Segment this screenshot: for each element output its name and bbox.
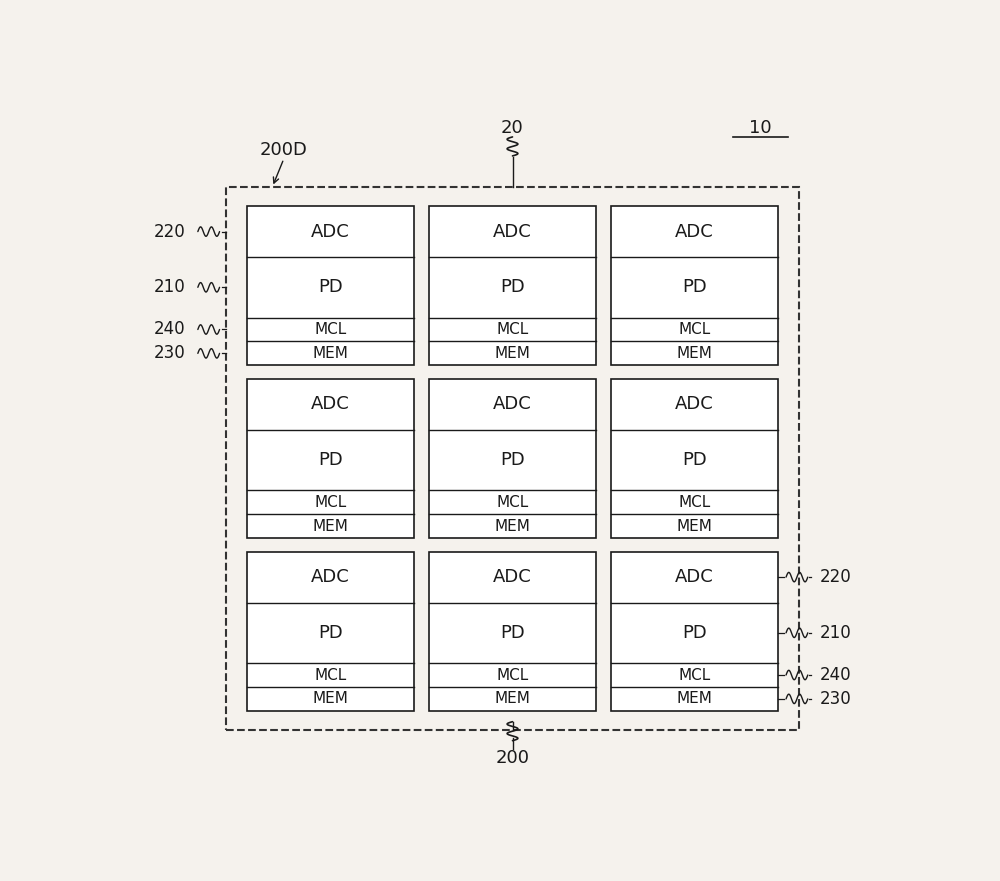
Text: MEM: MEM [676,346,712,361]
Text: 240: 240 [154,321,186,338]
Text: 220: 220 [820,568,852,586]
Text: MCL: MCL [315,495,347,510]
Text: MCL: MCL [496,668,529,683]
Text: 230: 230 [820,690,852,708]
Text: 10: 10 [749,119,772,137]
Text: PD: PD [682,451,707,469]
Text: MCL: MCL [678,668,710,683]
Text: ADC: ADC [493,396,532,413]
Text: ADC: ADC [675,223,714,241]
Text: MCL: MCL [678,495,710,510]
Text: MEM: MEM [313,519,349,534]
Text: 20: 20 [501,119,524,137]
FancyBboxPatch shape [611,206,778,366]
FancyBboxPatch shape [429,379,596,538]
Text: PD: PD [500,278,525,296]
Text: PD: PD [318,624,343,642]
Text: MEM: MEM [676,519,712,534]
Text: 200: 200 [496,750,530,767]
Text: MCL: MCL [315,668,347,683]
FancyBboxPatch shape [611,379,778,538]
Text: MEM: MEM [313,692,349,707]
Text: MEM: MEM [313,346,349,361]
Text: 220: 220 [154,223,186,241]
Text: MCL: MCL [315,322,347,337]
Text: ADC: ADC [493,568,532,586]
Text: ADC: ADC [311,223,350,241]
FancyBboxPatch shape [429,552,596,711]
Text: PD: PD [318,451,343,469]
FancyBboxPatch shape [611,552,778,711]
Text: PD: PD [682,278,707,296]
FancyBboxPatch shape [247,379,414,538]
Text: ADC: ADC [675,396,714,413]
FancyBboxPatch shape [247,206,414,366]
Text: ADC: ADC [493,223,532,241]
Text: PD: PD [500,624,525,642]
Text: PD: PD [682,624,707,642]
Text: MCL: MCL [678,322,710,337]
FancyBboxPatch shape [429,206,596,366]
Text: MCL: MCL [496,322,529,337]
Text: PD: PD [318,278,343,296]
Text: 210: 210 [154,278,186,296]
Text: 240: 240 [820,666,851,684]
Text: MCL: MCL [496,495,529,510]
Text: 230: 230 [154,344,186,362]
Text: MEM: MEM [495,346,530,361]
Text: MEM: MEM [495,692,530,707]
Text: ADC: ADC [311,396,350,413]
Text: 210: 210 [820,624,852,642]
Text: ADC: ADC [311,568,350,586]
FancyBboxPatch shape [247,552,414,711]
Text: 200D: 200D [260,141,308,159]
Text: MEM: MEM [495,519,530,534]
Text: ADC: ADC [675,568,714,586]
Text: PD: PD [500,451,525,469]
Text: MEM: MEM [676,692,712,707]
